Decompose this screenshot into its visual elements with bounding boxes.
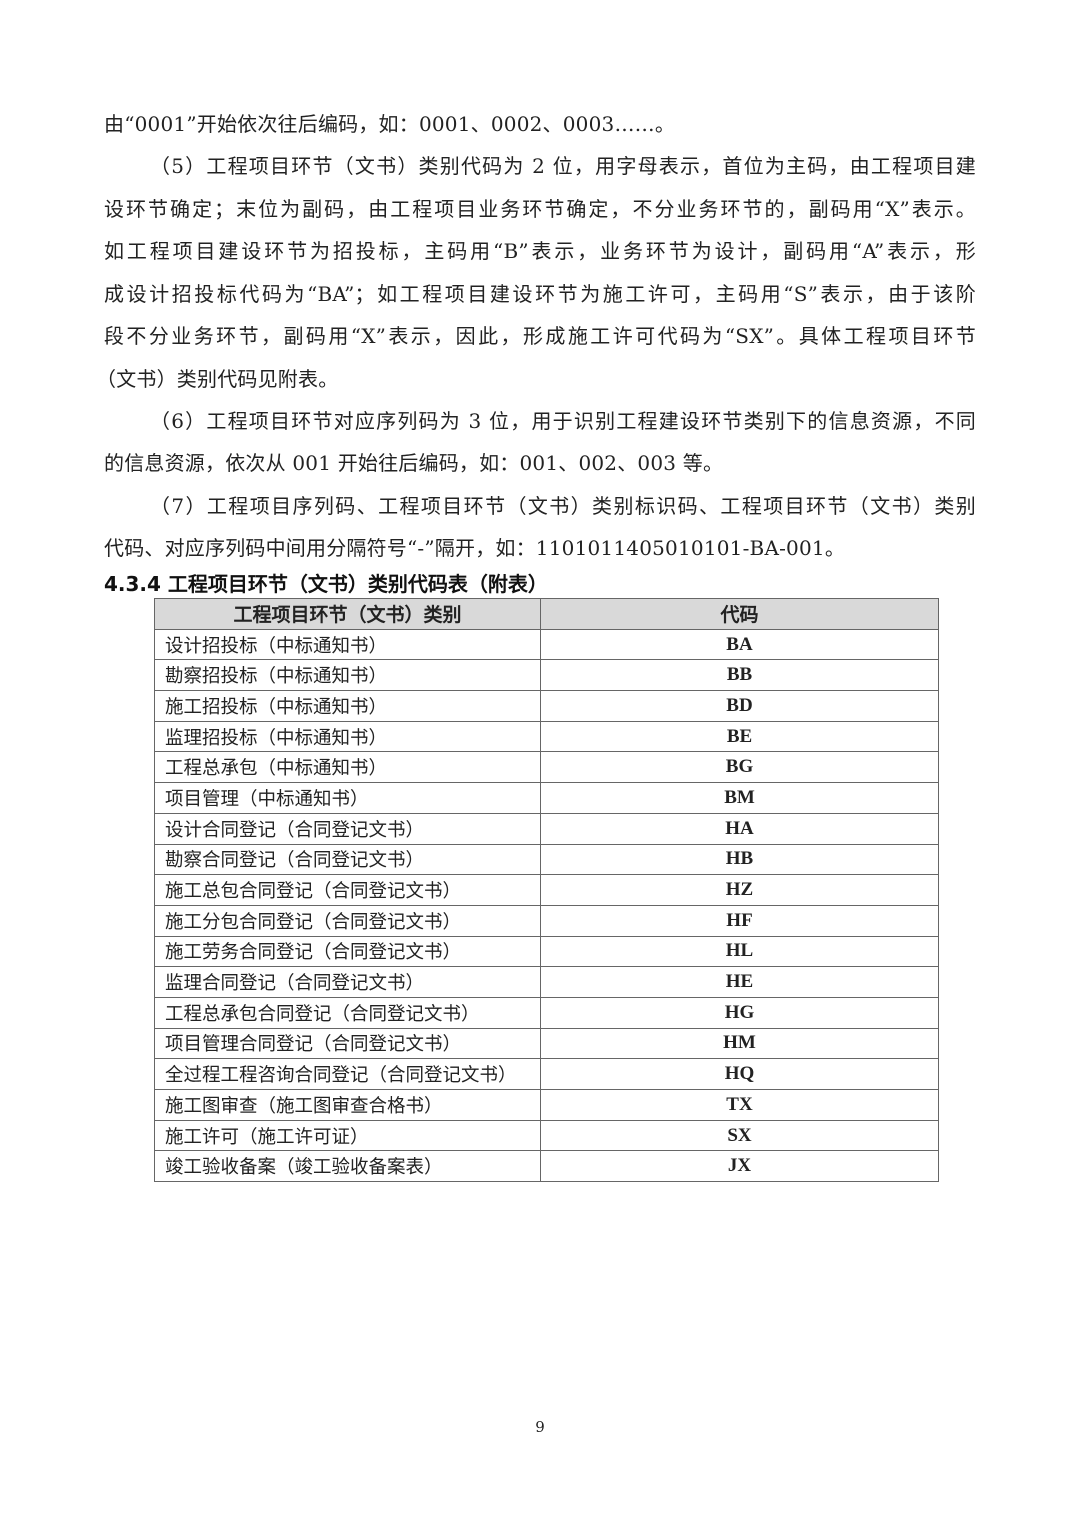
table-header-row: 工程项目环节（文书）类别 代码 [154,598,939,630]
code-cell: JX [540,1150,939,1183]
category-cell: 设计合同登记（合同登记文书） [154,812,541,845]
table-row: 施工总包合同登记（合同登记文书） HZ [154,874,939,906]
text-line: 成设计招投标代码为“BA”；如工程项目建设环节为施工许可，主码用“S”表示，由于… [104,282,976,306]
code-cell: HF [540,904,939,937]
table-row: 全过程工程咨询合同登记（合同登记文书） HQ [154,1058,939,1090]
category-cell: 施工图审查（施工图审查合格书） [154,1089,541,1121]
text-line: （7）工程项目序列码、工程项目环节（文书）类别标识码、工程项目环节（文书）类别 [150,494,976,518]
code-cell: BM [540,782,939,814]
code-cell: HE [540,966,939,998]
code-cell: HG [540,996,939,1029]
code-cell: BB [540,659,939,692]
table-row: 项目管理（中标通知书） BM [154,782,939,814]
table-row: 施工图审查（施工图审查合格书） TX [154,1089,939,1121]
category-cell: 监理招投标（中标通知书） [154,720,541,753]
code-cell: HL [540,935,939,968]
table-row: 竣工验收备案（竣工验收备案表） JX [154,1150,939,1183]
text-line: 如工程项目建设环节为招投标，主码用“B”表示，业务环节为设计，副码用“A”表示，… [104,239,976,263]
table-row: 设计招投标（中标通知书） BA [154,628,939,661]
table-row: 施工分包合同登记（合同登记文书） HF [154,904,939,937]
text-line: 的信息资源，依次从 001 开始往后编码，如：001、002、003 等。 [104,451,724,475]
page-number: 9 [535,1418,545,1436]
table-row: 施工招投标（中标通知书） BD [154,690,939,722]
table-row: 勘察合同登记（合同登记文书） HB [154,843,939,876]
code-cell: BE [540,720,939,753]
code-cell: HQ [540,1058,939,1090]
code-cell: BD [540,690,939,722]
code-cell: BA [540,628,939,661]
table-row: 监理合同登记（合同登记文书） HE [154,966,939,998]
code-cell: TX [540,1089,939,1121]
text-line: 段不分业务环节，副码用“X”表示，因此，形成施工许可代码为“SX”。具体工程项目… [104,324,976,348]
text-line: （5）工程项目环节（文书）类别代码为 2 位，用字母表示，首位为主码，由工程项目… [150,154,976,178]
category-cell: 施工许可（施工许可证） [154,1119,541,1152]
category-cell: 工程总承包（中标通知书） [154,751,541,784]
category-cell: 全过程工程咨询合同登记（合同登记文书） [154,1058,541,1090]
category-cell: 项目管理（中标通知书） [154,782,541,814]
category-cell: 施工总包合同登记（合同登记文书） [154,874,541,906]
table-row: 工程总承包合同登记（合同登记文书） HG [154,996,939,1029]
text-line: 设环节确定；末位为副码，由工程项目业务环节确定，不分业务环节的，副码用“X”表示… [104,197,976,221]
category-cell: 施工劳务合同登记（合同登记文书） [154,935,541,968]
table-row: 设计合同登记（合同登记文书） HA [154,812,939,845]
category-cell: 监理合同登记（合同登记文书） [154,966,541,998]
table-row: 勘察招投标（中标通知书） BB [154,659,939,692]
text-line: 代码、对应序列码中间用分隔符号“-”隔开，如：1101011405010101-… [104,536,846,560]
text-line: 由“0001”开始依次往后编码，如：0001、0002、0003……。 [104,112,676,136]
category-cell: 施工招投标（中标通知书） [154,690,541,722]
code-cell: HB [540,843,939,876]
category-cell: 项目管理合同登记（合同登记文书） [154,1027,541,1060]
category-cell: 勘察招投标（中标通知书） [154,659,541,692]
header-code: 代码 [540,598,939,630]
category-cell: 施工分包合同登记（合同登记文书） [154,904,541,937]
category-code-table: 工程项目环节（文书）类别 代码 设计招投标（中标通知书） BA 勘察招投标（中标通知… [154,598,939,1183]
code-cell: HA [540,812,939,845]
section-heading: 4.3.4 工程项目环节（文书）类别代码表（附表） [104,572,548,596]
category-cell: 竣工验收备案（竣工验收备案表） [154,1150,541,1183]
table-row: 监理招投标（中标通知书） BE [154,720,939,753]
category-cell: 勘察合同登记（合同登记文书） [154,843,541,876]
table-row: 项目管理合同登记（合同登记文书） HM [154,1027,939,1060]
code-cell: HZ [540,874,939,906]
table-row: 施工劳务合同登记（合同登记文书） HL [154,935,939,968]
category-cell: 设计招投标（中标通知书） [154,628,541,661]
text-line: （文书）类别代码见附表。 [96,367,339,391]
code-cell: SX [540,1119,939,1152]
code-cell: BG [540,751,939,784]
header-category: 工程项目环节（文书）类别 [154,598,541,630]
code-cell: HM [540,1027,939,1060]
text-line: （6）工程项目环节对应序列码为 3 位，用于识别工程建设环节类别下的信息资源，不… [150,409,976,433]
table-row: 工程总承包（中标通知书） BG [154,751,939,784]
category-cell: 工程总承包合同登记（合同登记文书） [154,996,541,1029]
table-row: 施工许可（施工许可证） SX [154,1119,939,1152]
